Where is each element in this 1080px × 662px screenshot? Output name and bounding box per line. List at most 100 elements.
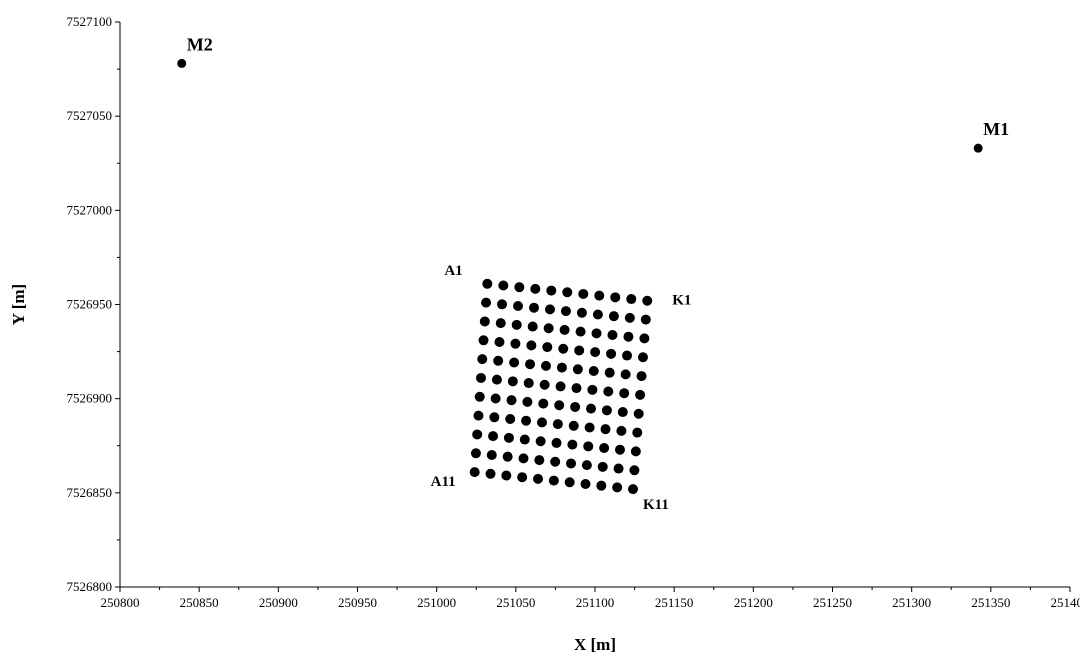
grid-point (594, 290, 605, 301)
axes (119, 22, 1070, 588)
grid-point (540, 360, 551, 371)
grid-point (626, 294, 637, 305)
grid-point (639, 333, 650, 344)
grid-point (533, 473, 543, 484)
grid-point (587, 384, 598, 395)
grid-point (488, 431, 499, 442)
grid-point (604, 367, 615, 378)
grid-point (635, 389, 646, 400)
grid-point (550, 456, 561, 467)
grid-point (522, 396, 533, 407)
grid-point (542, 342, 553, 353)
grid-point (583, 441, 594, 452)
grid-point (472, 429, 483, 440)
y-tick-label: 7526950 (67, 297, 113, 312)
grid-point (636, 371, 647, 382)
marker-point (973, 143, 983, 153)
grid-point (474, 391, 485, 402)
grid-point (591, 328, 602, 339)
grid-point (546, 285, 557, 296)
grid-point (558, 343, 569, 354)
x-tick-label: 251400 (1051, 595, 1080, 610)
grid-point (567, 439, 578, 450)
grid-point (617, 407, 628, 418)
grid-point (507, 376, 518, 387)
grid-point (564, 477, 575, 488)
x-tick-label: 250850 (180, 595, 219, 610)
grid-point (494, 336, 505, 347)
grid-point (600, 424, 611, 435)
grid-point (478, 335, 489, 346)
marker-label: M1 (983, 119, 1009, 139)
grid-point (584, 422, 595, 433)
marker-point (177, 58, 187, 68)
corner-label: K1 (672, 293, 691, 309)
grid-point (497, 299, 508, 310)
grid-point (599, 443, 610, 454)
grid-point (632, 427, 643, 438)
corner-label: K11 (643, 497, 669, 513)
y-tick-label: 7526850 (67, 485, 113, 500)
grid-point (642, 295, 653, 306)
grid-point (570, 401, 581, 412)
x-tick-label: 251150 (655, 595, 694, 610)
grid-point (510, 338, 521, 349)
grid-point (552, 419, 563, 430)
grid-point (530, 283, 541, 294)
data-points (177, 58, 983, 495)
grid-point (628, 484, 638, 495)
grid-point (596, 480, 607, 491)
corner-label: A1 (444, 263, 462, 279)
grid-point (505, 414, 516, 425)
grid-point (607, 330, 618, 341)
marker-label: M2 (187, 34, 213, 54)
y-tick-label: 7526900 (67, 391, 113, 406)
x-tick-label: 250950 (338, 595, 377, 610)
grid-point (629, 465, 640, 476)
grid-point (640, 314, 651, 325)
grid-point (513, 301, 524, 312)
grid-point (616, 425, 627, 436)
grid-point (509, 357, 520, 368)
x-tick-label: 250800 (101, 595, 140, 610)
grid-point (581, 460, 592, 471)
grid-point (511, 319, 522, 330)
y-ticks: 7526800 7526850 7526900 7526950 7527000 75270… (67, 14, 120, 594)
grid-point (592, 309, 603, 320)
x-tick-label: 251350 (971, 595, 1010, 610)
grid-point (633, 408, 644, 419)
y-tick-label: 7527100 (67, 14, 113, 29)
grid-point (597, 461, 608, 472)
grid-point (572, 364, 583, 375)
grid-point (536, 417, 547, 428)
grid-point (622, 350, 633, 361)
grid-point (620, 369, 631, 380)
y-tick-label: 7527050 (67, 108, 113, 123)
grid-point (485, 468, 496, 479)
grid-point (535, 436, 546, 447)
grid-point (501, 470, 512, 481)
grid-point (469, 467, 480, 478)
grid-point (575, 326, 586, 337)
x-tick-label: 251250 (813, 595, 852, 610)
grid-point (482, 278, 493, 289)
grid-point (608, 311, 619, 322)
grid-point (528, 302, 539, 313)
grid-point (479, 316, 490, 327)
grid-point (543, 323, 554, 334)
grid-point (601, 405, 612, 416)
grid-point (603, 386, 614, 397)
grid-point (486, 449, 497, 460)
grid-point (590, 347, 601, 358)
grid-point (551, 437, 562, 448)
grid-point (498, 280, 509, 291)
grid-point (495, 318, 506, 329)
grid-point (470, 448, 481, 459)
grid-point (517, 472, 528, 483)
point-labels: M1 M2 A1 K1 A11 K11 (187, 34, 1009, 513)
grid-point (519, 434, 530, 445)
grid-point (612, 482, 623, 493)
grid-point (614, 444, 625, 455)
grid-point (578, 288, 589, 299)
